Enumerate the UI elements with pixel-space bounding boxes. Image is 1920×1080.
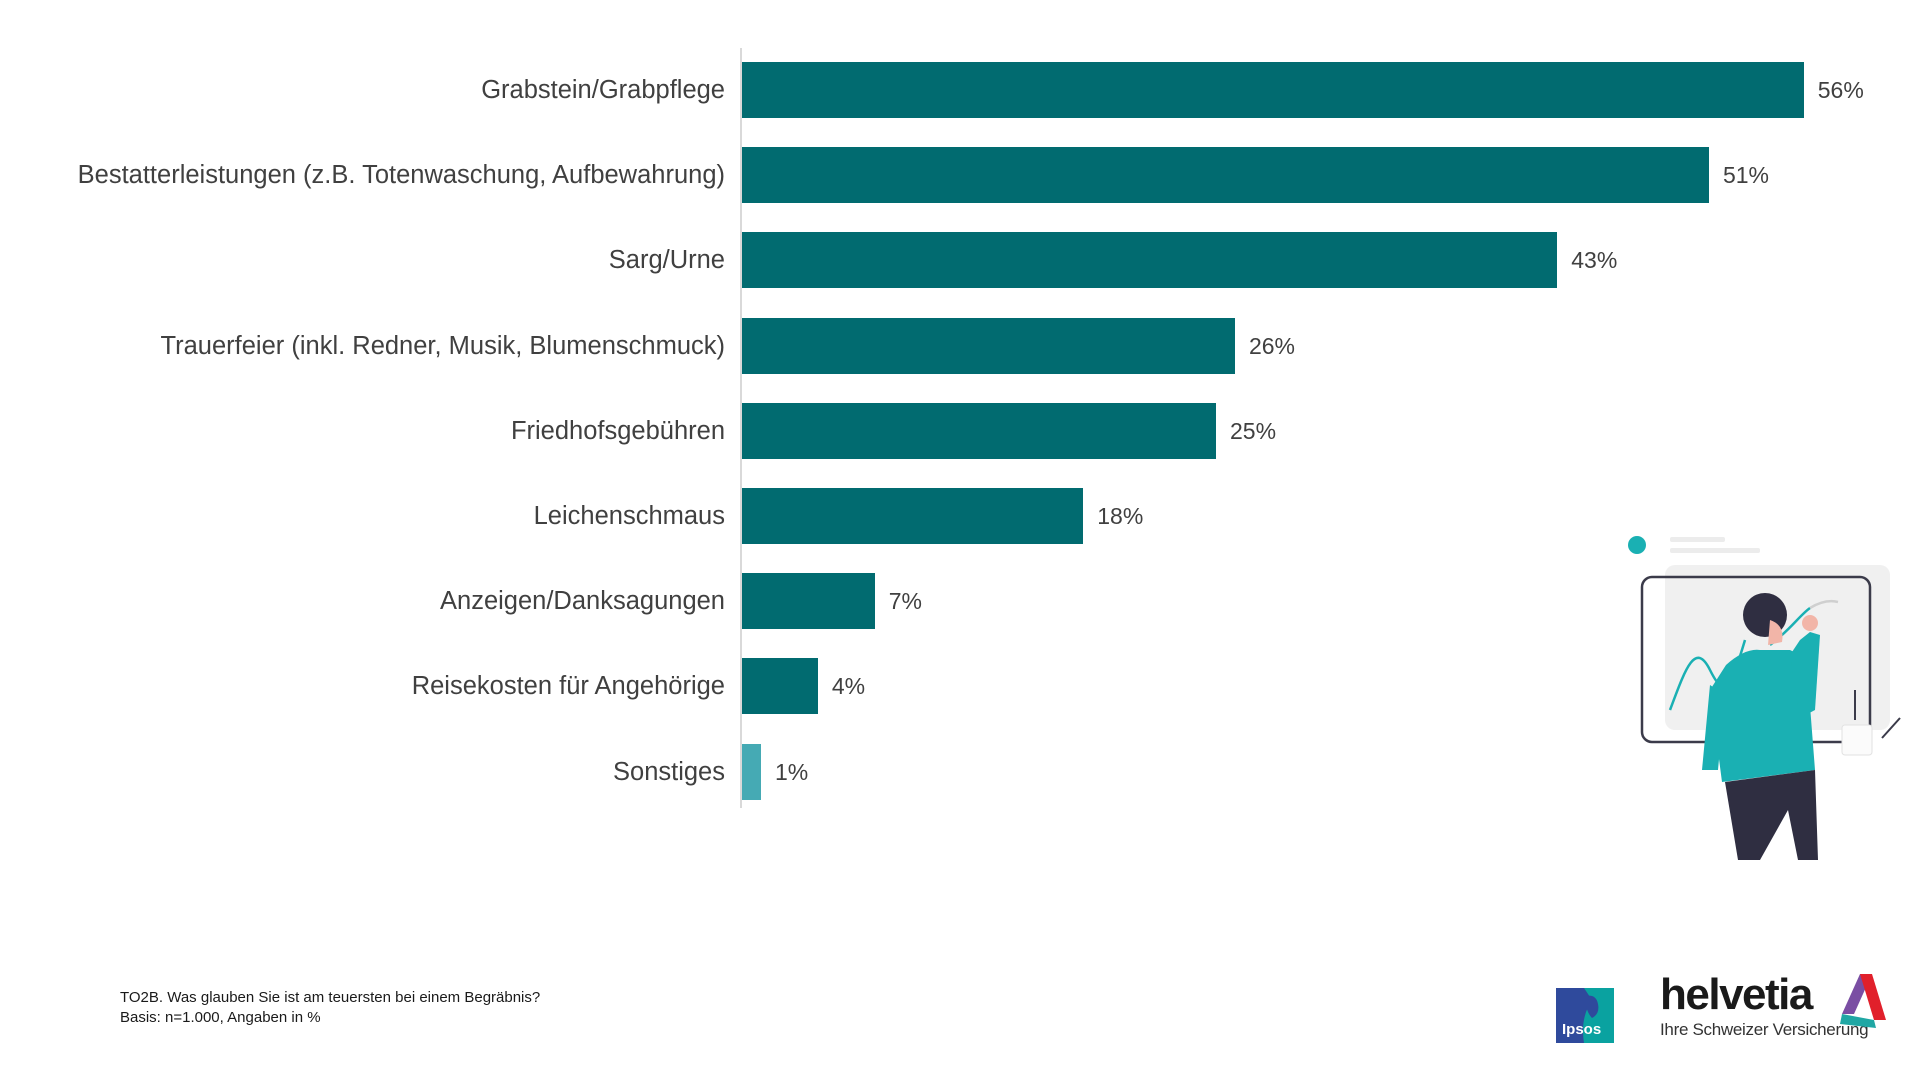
- svg-text:Ipsos: Ipsos: [1562, 1021, 1601, 1038]
- bar-row: Bestatterleistungen (z.B. Totenwaschung,…: [0, 147, 1920, 204]
- value-label: 56%: [1817, 77, 1864, 103]
- ipsos-logo: Ipsos: [1556, 988, 1614, 1043]
- bar: [742, 743, 761, 800]
- value-label: 18%: [1097, 503, 1144, 529]
- bar: [742, 488, 1084, 544]
- category-label: Friedhofsgebühren: [510, 416, 725, 445]
- bar: [742, 658, 818, 715]
- category-label: Reisekosten für Angehörige: [411, 672, 725, 701]
- person-at-whiteboard-illustration: [1628, 536, 1901, 860]
- value-label: 4%: [831, 673, 866, 700]
- category-label: Sarg/Urne: [608, 246, 725, 275]
- bar: [742, 317, 1235, 374]
- helvetia-wordmark: helvetia: [1660, 970, 1813, 1019]
- value-label: 51%: [1722, 162, 1769, 189]
- bar-row: Reisekosten für Angehörige 4%: [0, 658, 1920, 715]
- value-label: 7%: [888, 588, 922, 615]
- bar-row: Friedhofsgebühren 25%: [0, 402, 1920, 459]
- footnote: TO2B. Was glauben Sie ist am teuersten b…: [120, 988, 540, 1028]
- value-label: 25%: [1230, 417, 1277, 444]
- bar-row: Grabstein/Grabpflege 56%: [0, 62, 1920, 118]
- bar-row: Sonstiges 1%: [0, 743, 1920, 800]
- category-label: Leichenschmaus: [533, 502, 725, 530]
- bar-row: Sarg/Urne 43%: [0, 232, 1920, 289]
- helvetia-tagline: Ihre Schweizer Versicherung: [1660, 1020, 1869, 1039]
- value-label: 43%: [1571, 247, 1618, 274]
- footnote-question: TO2B. Was glauben Sie ist am teuersten b…: [120, 989, 541, 1006]
- category-label: Bestatterleistungen (z.B. Totenwaschung,…: [77, 161, 725, 190]
- bar-row: Leichenschmaus 18%: [0, 488, 1920, 544]
- category-label: Anzeigen/Danksagungen: [440, 587, 725, 616]
- bar-row: Trauerfeier (inkl. Redner, Musik, Blumen…: [0, 317, 1920, 374]
- helvetia-triangle-icon: [1840, 974, 1886, 1028]
- helvetia-logo: helvetia Ihre Schweizer Versicherung: [1660, 970, 1869, 1040]
- bar-row: Anzeigen/Danksagungen 7%: [0, 573, 1920, 630]
- bar: [742, 232, 1558, 289]
- category-label: Sonstiges: [613, 757, 725, 786]
- category-label: Trauerfeier (inkl. Redner, Musik, Blumen…: [160, 331, 726, 360]
- bar: [742, 573, 875, 630]
- category-label: Grabstein/Grabpflege: [481, 76, 725, 104]
- bar: [742, 62, 1804, 118]
- value-label: 1%: [774, 758, 809, 785]
- value-label: 26%: [1248, 332, 1295, 359]
- bar: [742, 402, 1216, 459]
- bar: [742, 147, 1709, 204]
- footnote-basis: Basis: n=1.000, Angaben in %: [120, 1009, 321, 1026]
- y-axis-line: [740, 48, 742, 808]
